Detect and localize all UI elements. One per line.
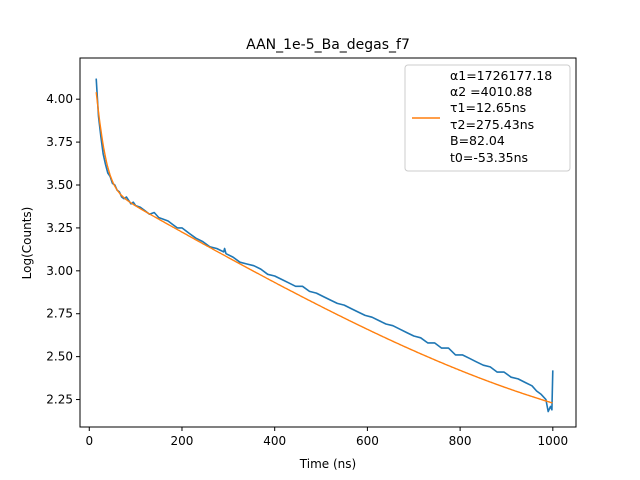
y-tick-label: 2.25 (46, 393, 73, 407)
fit-curve-line (95, 92, 553, 404)
legend-line: α1=1726177.18 (450, 68, 552, 83)
y-tick-label: 3.00 (46, 264, 73, 278)
y-tick-label: 2.75 (46, 307, 73, 321)
x-axis-label: Time (ns) (299, 457, 356, 471)
y-tick-label: 2.50 (46, 350, 73, 364)
legend-box (404, 64, 571, 172)
x-tick-label: 400 (263, 434, 286, 448)
x-axis: 0 200 400 600 800 1000 (85, 427, 568, 448)
y-tick-label: 3.25 (46, 221, 73, 235)
plot-frame (79, 57, 577, 428)
y-tick-label: 3.50 (46, 178, 73, 192)
chart-title: AAN_1e-5_Ba_degas_f7 (246, 37, 410, 53)
y-axis-label: Log(Counts) (20, 207, 34, 280)
y-axis: 2.25 2.50 2.75 3.00 3.25 3.50 3.75 4.00 (46, 92, 80, 407)
legend: α1=1726177.18 α2 =4010.88 τ1=12.65ns τ2=… (404, 64, 571, 172)
x-tick-label: 800 (449, 434, 472, 448)
legend-line: τ1=12.65ns (450, 100, 526, 115)
legend-line: t0=-53.35ns (450, 150, 528, 165)
legend-line: α2 =4010.88 (450, 84, 532, 99)
series-layer (95, 78, 554, 413)
legend-line: τ2=275.43ns (450, 117, 534, 132)
x-tick-label: 0 (85, 434, 93, 448)
x-tick-label: 200 (171, 434, 194, 448)
y-tick-label: 4.00 (46, 92, 73, 106)
x-tick-label: 600 (356, 434, 379, 448)
legend-line: B=82.04 (450, 133, 505, 148)
y-tick-label: 3.75 (46, 135, 73, 149)
x-tick-label: 1000 (538, 434, 569, 448)
